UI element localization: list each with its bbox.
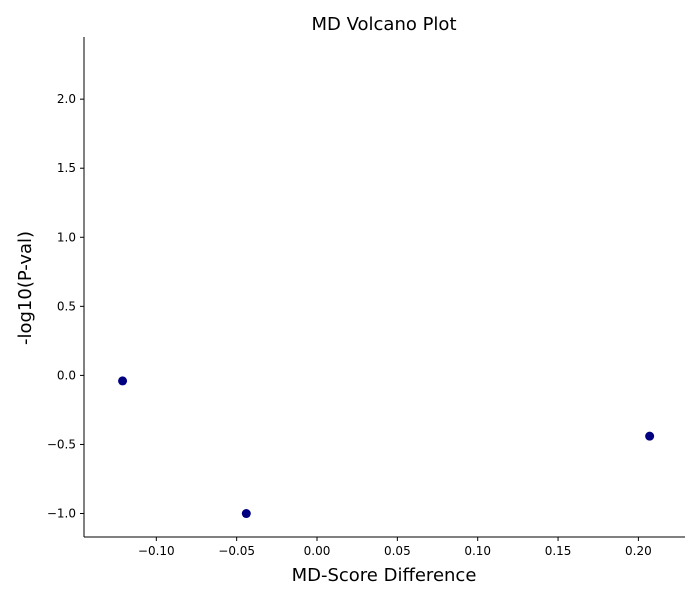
y-tick-label: 1.0 xyxy=(57,230,76,244)
y-tick-label: 2.0 xyxy=(57,92,76,106)
y-tick-label: 0.5 xyxy=(57,299,76,313)
y-tick-label: −0.5 xyxy=(47,437,76,451)
y-tick-label: 0.0 xyxy=(57,368,76,382)
scatter-point xyxy=(118,376,128,386)
scatter-point xyxy=(241,509,251,519)
x-tick-label: −0.05 xyxy=(218,544,255,558)
y-tick-label: 1.5 xyxy=(57,161,76,175)
y-axis-label: -log10(P-val) xyxy=(15,231,36,345)
y-axis-ticks: −1.0 −0.5 0.0 0.5 1.0 1.5 2.0 xyxy=(47,92,84,521)
x-tick-label: −0.10 xyxy=(138,544,175,558)
x-tick-label: 0.15 xyxy=(545,544,572,558)
x-tick-label: 0.05 xyxy=(384,544,411,558)
x-axis-label: MD-Score Difference xyxy=(292,565,477,586)
data-points xyxy=(118,376,655,519)
scatter-point xyxy=(645,431,655,441)
x-tick-label: 0.20 xyxy=(625,544,652,558)
x-tick-label: 0.00 xyxy=(304,544,331,558)
chart-title: MD Volcano Plot xyxy=(311,14,456,35)
x-tick-label: 0.10 xyxy=(464,544,491,558)
x-axis-ticks: −0.10 −0.05 0.00 0.05 0.10 0.15 0.20 xyxy=(138,537,652,558)
y-tick-label: −1.0 xyxy=(47,507,76,521)
